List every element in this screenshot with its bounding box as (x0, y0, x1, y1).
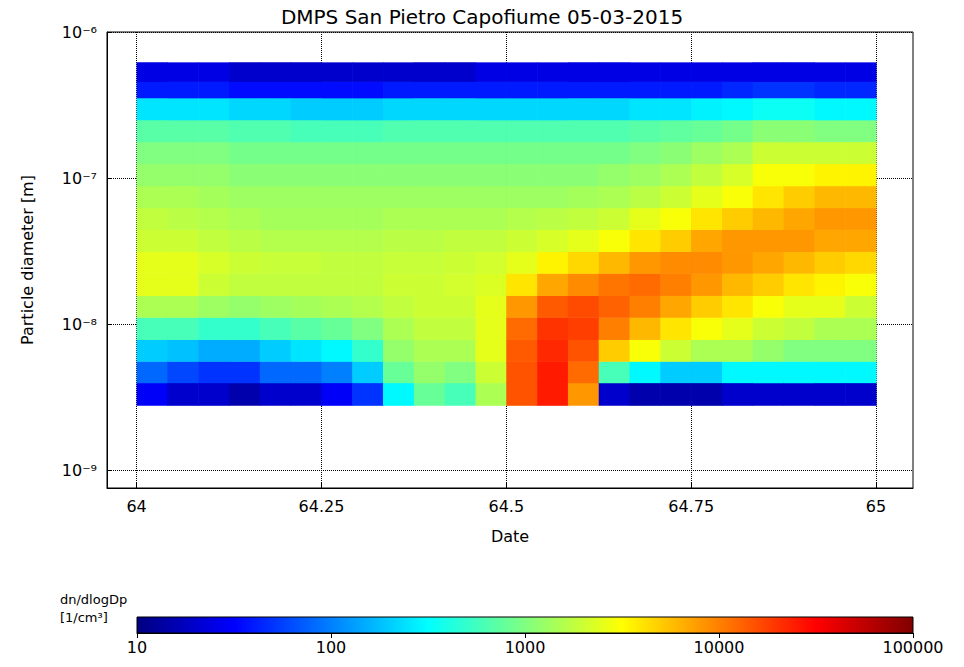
svg-text:[1/cm³]: [1/cm³] (60, 610, 108, 625)
svg-text:10⁻⁷: 10⁻⁷ (62, 169, 97, 188)
svg-text:100: 100 (316, 638, 347, 657)
svg-text:10: 10 (127, 638, 147, 657)
svg-text:10⁻⁸: 10⁻⁸ (62, 315, 97, 334)
svg-text:10⁻⁶: 10⁻⁶ (62, 23, 97, 42)
svg-text:Date: Date (491, 527, 529, 546)
svg-text:64.75: 64.75 (668, 497, 714, 516)
svg-text:Particle diameter [m]: Particle diameter [m] (18, 175, 37, 345)
svg-text:DMPS San Pietro Capofiume 05-0: DMPS San Pietro Capofiume 05-03-2015 (281, 5, 683, 29)
svg-text:64.25: 64.25 (299, 497, 345, 516)
svg-text:10000: 10000 (694, 638, 745, 657)
svg-text:10⁻⁹: 10⁻⁹ (62, 461, 97, 480)
svg-text:1000: 1000 (505, 638, 546, 657)
svg-text:100000: 100000 (882, 638, 943, 657)
svg-text:64.5: 64.5 (488, 497, 524, 516)
svg-text:65: 65 (866, 497, 886, 516)
svg-text:dn/dlogDp: dn/dlogDp (60, 592, 127, 607)
svg-text:64: 64 (126, 497, 146, 516)
